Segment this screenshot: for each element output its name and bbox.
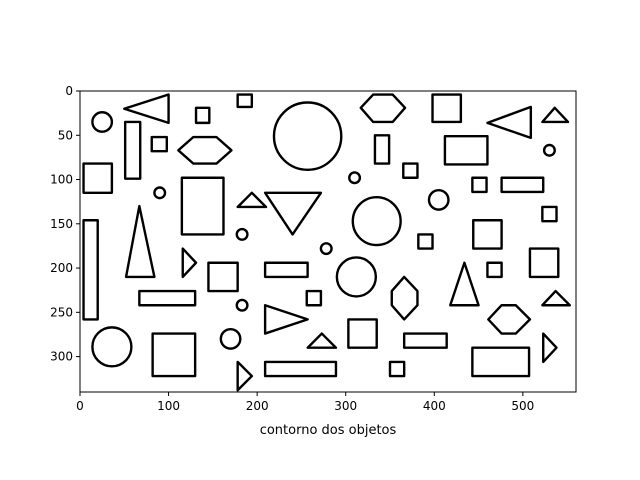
rectangle-contour-56 — [263, 360, 338, 378]
circle-contour-20 — [153, 186, 167, 200]
rectangle-contour-48 — [151, 332, 197, 378]
y-tick-label: 100 — [50, 173, 73, 187]
hexagon-contour-5 — [359, 93, 407, 124]
axes-frame — [79, 90, 577, 393]
rectangle-contour-15 — [82, 162, 114, 195]
circle-contour-14 — [542, 143, 556, 157]
rectangle-contour-37 — [486, 261, 503, 279]
triangle-contour-53 — [542, 332, 558, 364]
triangle-contour-1 — [123, 93, 170, 125]
rectangle-contour-21 — [180, 176, 225, 236]
rectangle-contour-34 — [207, 261, 239, 293]
y-tick-label: 150 — [50, 217, 73, 231]
circle-contour-49 — [219, 327, 242, 350]
rectangle-contour-6 — [431, 93, 463, 124]
triangle-contour-33 — [181, 247, 198, 279]
x-tick-label: 100 — [157, 399, 180, 413]
shapes-layer — [82, 93, 571, 392]
rectangle-contour-57 — [388, 360, 406, 378]
y-tick-label: 50 — [58, 128, 73, 142]
rectangle-contour-13 — [443, 134, 489, 166]
triangle-contour-23 — [263, 191, 323, 236]
triangle-contour-45 — [263, 304, 309, 335]
circle-contour-24 — [351, 196, 402, 247]
x-tick-label: 400 — [423, 399, 446, 413]
plot-background — [80, 91, 576, 392]
triangle-contour-22 — [236, 191, 268, 209]
x-tick-label: 200 — [246, 399, 269, 413]
rectangle-contour-51 — [347, 318, 378, 349]
rectangle-contour-43 — [305, 289, 323, 307]
triangle-contour-44 — [541, 289, 571, 307]
circle-contour-47 — [91, 326, 133, 368]
rectangle-contour-41 — [138, 289, 197, 307]
circle-contour-42 — [235, 298, 249, 312]
rectangle-contour-18 — [471, 176, 488, 194]
triangle-contour-7 — [486, 105, 533, 140]
triangle-contour-28 — [124, 204, 156, 279]
x-tick-label: 300 — [334, 399, 357, 413]
rectangle-contour-52 — [402, 332, 448, 349]
rectangle-contour-38 — [528, 247, 560, 279]
x-axis-ticks: 0 100 200 300 400 500 — [76, 392, 534, 413]
rectangle-contour-10 — [150, 135, 169, 153]
rectangle-contour-54 — [471, 346, 531, 378]
hexagon-contour-11 — [177, 135, 233, 165]
rectangle-contour-2 — [194, 106, 211, 125]
circle-contour-32 — [319, 242, 333, 256]
triangle-contour-40 — [449, 261, 480, 307]
rectangle-contour-16 — [402, 162, 419, 179]
circle-contour-36 — [335, 256, 378, 298]
rectangle-contour-35 — [263, 261, 309, 279]
triangle-contour-8 — [541, 106, 570, 124]
hexagon-contour-46 — [487, 304, 532, 335]
rectangle-contour-3 — [236, 93, 254, 109]
circle-contour-17 — [348, 171, 362, 185]
circle-contour-4 — [272, 101, 343, 172]
circle-contour-25 — [427, 188, 450, 211]
x-tick-label: 0 — [76, 399, 84, 413]
y-tick-label: 300 — [50, 350, 73, 364]
rectangle-contour-31 — [472, 219, 503, 250]
y-tick-label: 200 — [50, 261, 73, 275]
x-tick-label: 500 — [511, 399, 534, 413]
hexagon-contour-39 — [390, 275, 419, 321]
x-axis-label: contorno dos objetos — [260, 423, 397, 438]
circle-contour-0 — [91, 111, 114, 133]
rectangle-contour-27 — [82, 219, 99, 321]
rectangle-contour-19 — [500, 176, 545, 194]
y-tick-label: 250 — [50, 305, 73, 319]
triangle-contour-55 — [236, 360, 254, 392]
plot-area — [80, 91, 576, 392]
triangle-contour-50 — [306, 332, 338, 349]
rectangle-contour-12 — [373, 134, 391, 165]
y-axis-ticks: 0 50 100 150 200 250 300 — [50, 84, 80, 364]
y-tick-label: 0 — [65, 84, 73, 98]
circle-contour-29 — [235, 227, 249, 241]
rectangle-contour-30 — [417, 233, 434, 250]
rectangle-contour-9 — [123, 120, 142, 180]
rectangle-contour-26 — [541, 205, 558, 223]
